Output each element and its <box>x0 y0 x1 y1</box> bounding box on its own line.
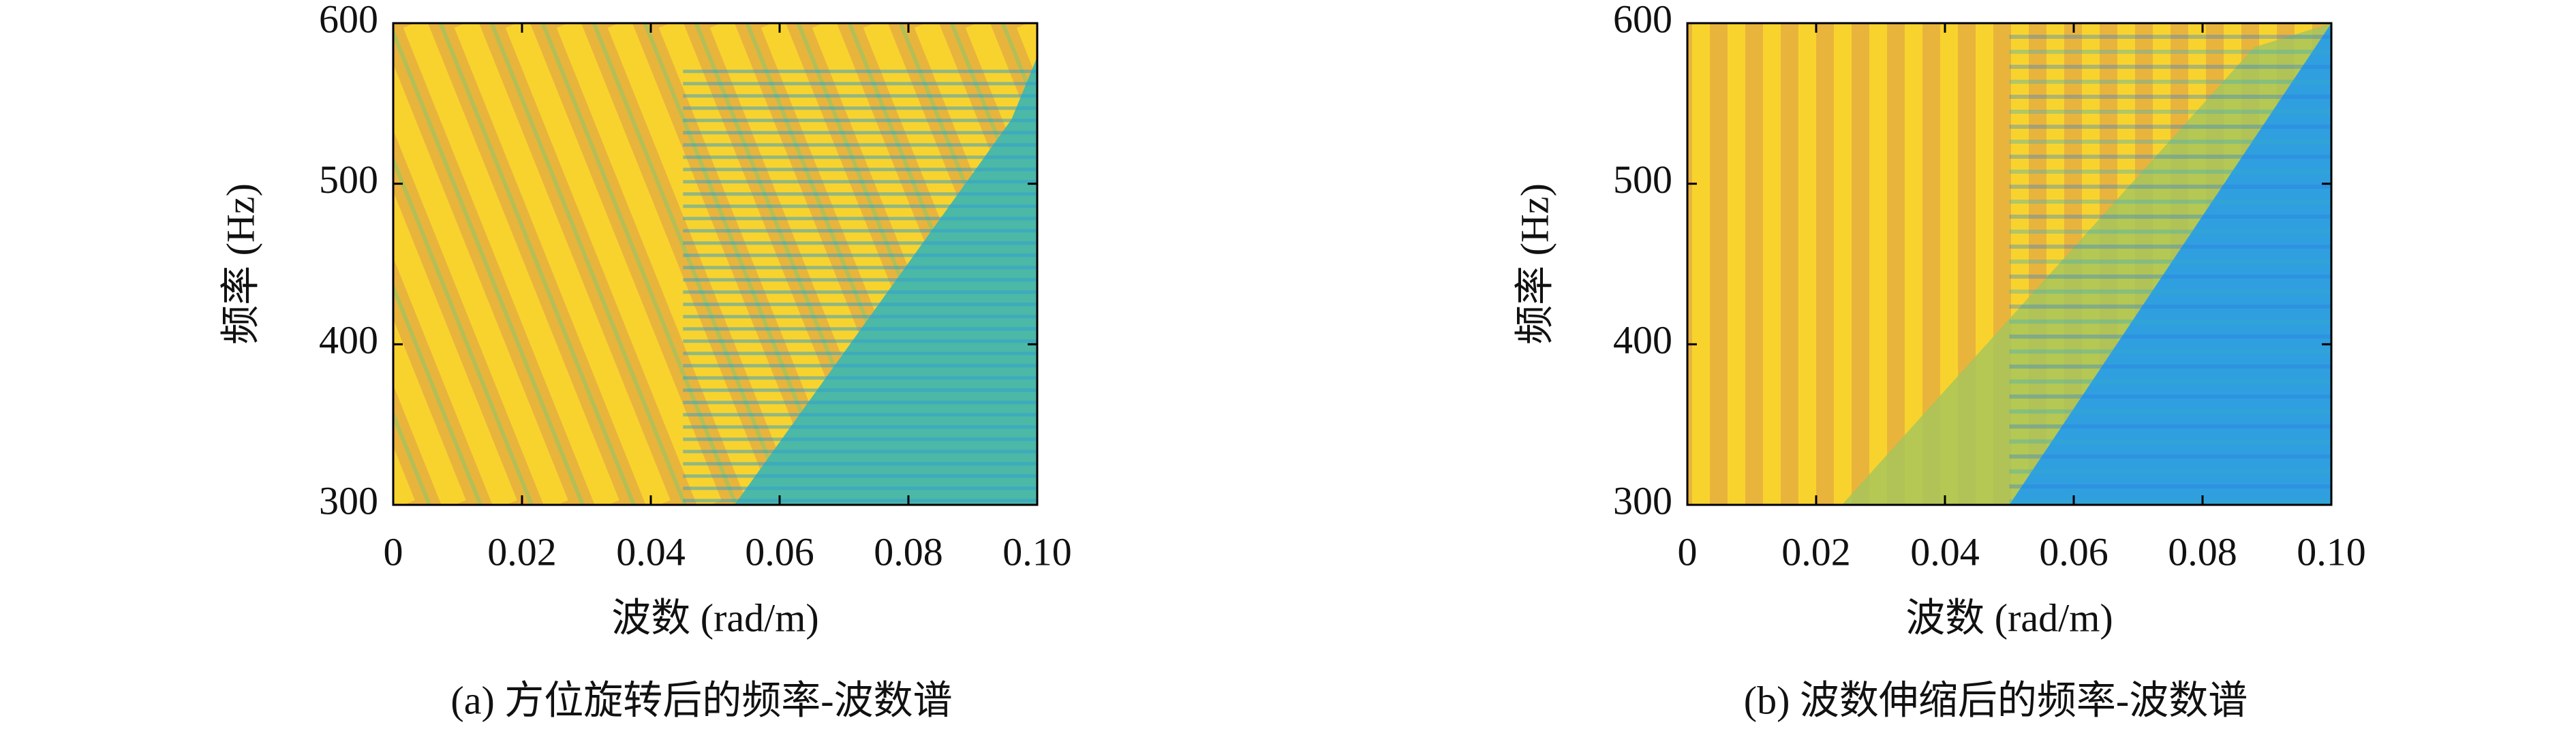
x-tick-label: 0.04 <box>1910 529 1980 574</box>
x-tick-label: 0.08 <box>2168 529 2237 574</box>
heatmap-gap <box>438 23 636 505</box>
heatmap-gap <box>489 23 687 505</box>
plot-frame <box>1686 22 2333 506</box>
x-tick-label: 0.06 <box>2039 529 2109 574</box>
heatmap-gap <box>393 27 585 505</box>
heatmap-stripe <box>403 23 619 505</box>
y-tick-label: 500 <box>319 157 378 202</box>
heatmap-stripe <box>1016 23 1037 80</box>
x-tick-label: 0.02 <box>1781 529 1851 574</box>
heatmap-gap <box>540 23 738 505</box>
heatmap-gap <box>592 23 789 505</box>
caption: (b) 波数伸缩后的频率-波数谱 <box>1744 678 2248 722</box>
heatmap-gap <box>185 23 379 505</box>
heatmap-region <box>2009 23 2331 505</box>
x-tick-label: 0.04 <box>616 529 686 574</box>
heatmap-stripe <box>393 64 568 505</box>
heatmap-stripe <box>454 23 671 505</box>
x-axis-label: 波数 (rad/m) <box>1905 595 2113 640</box>
heatmap-stripe <box>393 191 517 505</box>
y-tick-label: 600 <box>319 0 378 41</box>
y-tick-label: 300 <box>319 478 378 523</box>
heatmap-stripe <box>393 319 466 505</box>
heatmap-gap <box>949 23 1037 243</box>
y-axis-label: 频率 (Hz) <box>218 183 262 345</box>
y-tick-label: 300 <box>1613 478 1672 523</box>
x-tick-label: 0 <box>1678 529 1698 574</box>
x-tick-label: 0.02 <box>487 529 557 574</box>
heatmap-stripe <box>607 23 824 505</box>
x-tick-label: 0.06 <box>745 529 814 574</box>
x-tick-label: 0.08 <box>874 529 943 574</box>
x-axis-label: 波数 (rad/m) <box>611 595 818 640</box>
heatmap-stripe <box>556 23 773 505</box>
y-axis-label: 频率 (Hz) <box>1512 183 1557 345</box>
heatmap <box>185 23 1037 505</box>
plot-frame <box>392 22 1039 506</box>
heatmap-gap <box>393 281 482 505</box>
caption: (a) 方位旋转后的频率-波数谱 <box>450 678 952 722</box>
y-tick-label: 500 <box>1613 157 1672 202</box>
heatmap-stripe <box>505 23 722 505</box>
heatmap-stripe <box>965 23 1037 207</box>
y-tick-label: 600 <box>1613 0 1672 41</box>
heatmap-region <box>1841 23 2331 505</box>
heatmap-region <box>734 57 1037 505</box>
heatmap-gap <box>393 154 534 505</box>
y-tick-label: 400 <box>319 318 378 362</box>
x-tick-label: 0.10 <box>2297 529 2366 574</box>
x-tick-label: 0.10 <box>1002 529 1072 574</box>
heatmap-gap <box>393 409 431 505</box>
x-tick-label: 0 <box>384 529 403 574</box>
heatmap <box>1687 23 2331 505</box>
y-tick-label: 400 <box>1613 318 1672 362</box>
